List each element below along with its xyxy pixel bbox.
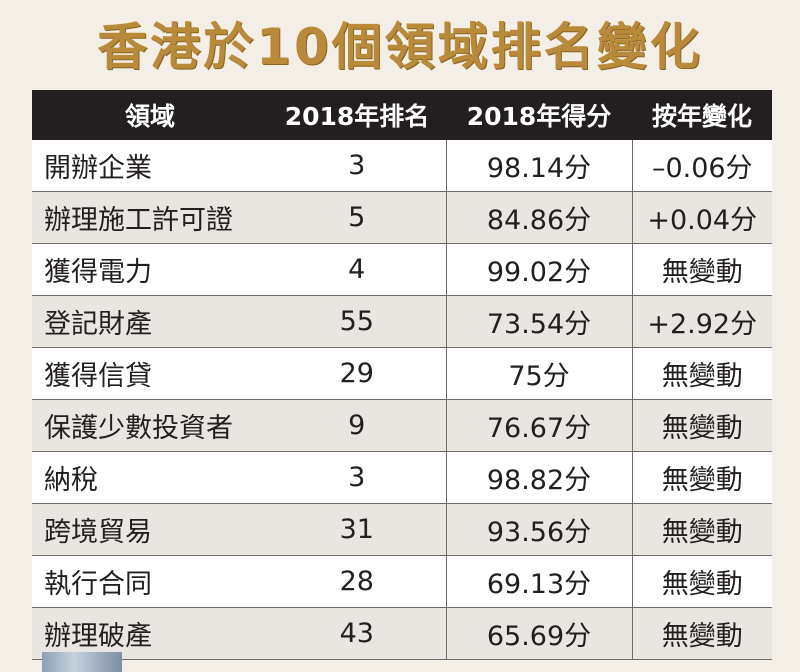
- chart-title: 香港於10個領域排名變化: [97, 18, 703, 76]
- cell-change: +2.92分: [631, 295, 772, 348]
- table-row: 獲得電力 4 99.02分 無變動: [32, 243, 772, 296]
- cell-rank: 31: [268, 503, 446, 556]
- cell-rank: 29: [268, 347, 446, 400]
- table-row: 辦理施工許可證 5 84.86分 +0.04分: [32, 191, 772, 244]
- cell-score: 99.02分: [445, 243, 632, 296]
- table-row: 執行合同 28 69.13分 無變動: [32, 555, 772, 608]
- cell-domain: 跨境貿易: [32, 503, 268, 556]
- table-body: 開辦企業 3 98.14分 –0.06分 辦理施工許可證 5 84.86分 +0.04分 獲得電…: [32, 140, 772, 660]
- cell-domain: 辦理施工許可證: [32, 191, 268, 244]
- cell-score: 93.56分: [445, 503, 632, 556]
- table-header-row: 領域 2018年排名 2018年得分 按年變化: [32, 90, 772, 140]
- cell-domain: 開辦企業: [32, 140, 268, 192]
- cell-rank: 3: [268, 140, 446, 192]
- cell-rank: 43: [268, 607, 446, 660]
- cell-domain: 辦理破產: [32, 607, 268, 660]
- cell-change: 無變動: [631, 243, 772, 296]
- ranking-table: 領域 2018年排名 2018年得分 按年變化 開辦企業 3 98.14分 –0.06…: [32, 90, 772, 660]
- cell-domain: 登記財產: [32, 295, 268, 348]
- cell-change: 無變動: [631, 399, 772, 452]
- cell-rank: 9: [268, 399, 446, 452]
- cell-score: 84.86分: [445, 191, 632, 244]
- cell-rank: 55: [268, 295, 446, 348]
- cell-change: +0.04分: [631, 191, 772, 244]
- table-row: 登記財產 55 73.54分 +2.92分: [32, 295, 772, 348]
- cell-score: 98.14分: [445, 140, 632, 192]
- cell-score: 65.69分: [445, 607, 632, 660]
- cell-change: –0.06分: [631, 140, 772, 192]
- cell-change: 無變動: [631, 503, 772, 556]
- table-row: 保護少數投資者 9 76.67分 無變動: [32, 399, 772, 452]
- table-row: 辦理破產 43 65.69分 無變動: [32, 607, 772, 660]
- cell-domain: 獲得信貸: [32, 347, 268, 400]
- table-row: 開辦企業 3 98.14分 –0.06分: [32, 140, 772, 192]
- cell-rank: 28: [268, 555, 446, 608]
- column-header-score: 2018年得分: [446, 90, 632, 140]
- cell-domain: 納稅: [32, 451, 268, 504]
- cell-domain: 獲得電力: [32, 243, 268, 296]
- cell-score: 98.82分: [445, 451, 632, 504]
- cell-rank: 4: [268, 243, 446, 296]
- cell-change: 無變動: [631, 451, 772, 504]
- cell-domain: 保護少數投資者: [32, 399, 268, 452]
- background-photo-fragment: [42, 652, 122, 672]
- cell-score: 75分: [445, 347, 632, 400]
- cell-score: 73.54分: [445, 295, 632, 348]
- cell-score: 69.13分: [445, 555, 632, 608]
- cell-score: 76.67分: [445, 399, 632, 452]
- cell-change: 無變動: [631, 607, 772, 660]
- cell-domain: 執行合同: [32, 555, 268, 608]
- table-row: 跨境貿易 31 93.56分 無變動: [32, 503, 772, 556]
- cell-change: 無變動: [631, 555, 772, 608]
- column-header-domain: 領域: [32, 90, 268, 140]
- cell-rank: 5: [268, 191, 446, 244]
- column-header-change: 按年變化: [632, 90, 772, 140]
- cell-change: 無變動: [631, 347, 772, 400]
- table-row: 納稅 3 98.82分 無變動: [32, 451, 772, 504]
- table-row: 獲得信貸 29 75分 無變動: [32, 347, 772, 400]
- cell-rank: 3: [268, 451, 446, 504]
- column-header-rank: 2018年排名: [268, 90, 446, 140]
